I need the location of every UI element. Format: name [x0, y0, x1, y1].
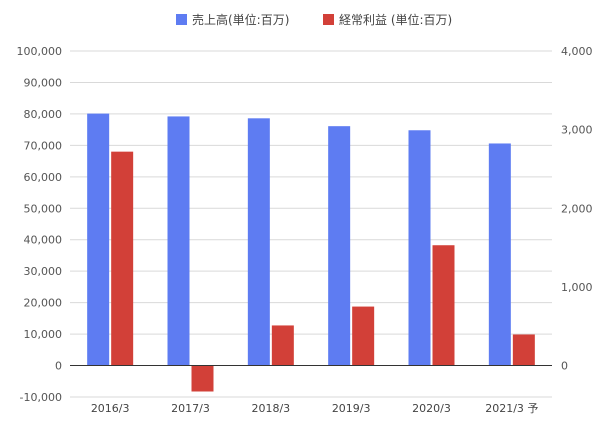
category-label: 2019/3 [332, 402, 371, 415]
bar-sales-2021-3 [488, 143, 511, 366]
right-tick-label: 1,000 [561, 281, 593, 294]
right-axis-ticks: 0 1,000 2,000 3,000 4,000 [561, 45, 593, 373]
left-tick-label: 60,000 [24, 171, 63, 184]
left-tick-label: -10,000 [20, 391, 62, 404]
legend-swatch-sales [176, 14, 187, 25]
bar-sales-2020-3 [408, 130, 431, 366]
bar-ordinary-profit-2018-3 [271, 325, 294, 366]
legend-label-ordinary-profit: 経常利益 (単位:百万) [339, 12, 452, 27]
left-tick-label: 40,000 [24, 234, 63, 247]
bar-sales-2017-3 [167, 116, 190, 366]
bar-ordinary-profit-2020-3 [432, 245, 455, 366]
category-label: 2021/3 予 [485, 402, 538, 415]
left-tick-label: 90,000 [24, 76, 63, 89]
legend-label-sales: 売上高(単位:百万) [192, 12, 289, 27]
category-label: 2018/3 [251, 402, 290, 415]
gridlines [70, 50, 552, 398]
left-tick-label: 50,000 [24, 202, 63, 215]
left-tick-label: 70,000 [24, 139, 63, 152]
bar-sales-2018-3 [247, 118, 270, 366]
bar-sales-2019-3 [328, 126, 351, 366]
legend-swatch-ordinary-profit [323, 14, 334, 25]
bars [87, 113, 535, 392]
right-tick-label: 4,000 [561, 45, 593, 58]
left-tick-label: 10,000 [24, 328, 63, 341]
bar-ordinary-profit-2017-3 [191, 365, 214, 392]
left-axis-ticks: -10,000 0 10,000 20,000 30,000 40,000 50,000 60… [17, 45, 63, 404]
bar-ordinary-profit-2021-3 [512, 334, 535, 366]
right-tick-label: 2,000 [561, 202, 593, 215]
left-tick-label: 0 [55, 360, 62, 373]
bar-ordinary-profit-2019-3 [352, 306, 375, 366]
right-tick-label: 3,000 [561, 124, 593, 137]
category-label: 2016/3 [91, 402, 130, 415]
category-labels: 2016/3 2017/3 2018/3 2019/3 2020/3 2021/3 予 [91, 402, 539, 415]
left-tick-label: 100,000 [17, 45, 63, 58]
right-tick-label: 0 [561, 360, 568, 373]
legend: 売上高(単位:百万) 経常利益 (単位:百万) [176, 12, 452, 27]
left-tick-label: 80,000 [24, 108, 63, 121]
left-tick-label: 30,000 [24, 265, 63, 278]
bar-sales-2016-3 [87, 113, 110, 366]
category-label: 2020/3 [412, 402, 451, 415]
left-tick-label: 20,000 [24, 297, 63, 310]
bar-ordinary-profit-2016-3 [111, 151, 134, 366]
category-label: 2017/3 [171, 402, 210, 415]
